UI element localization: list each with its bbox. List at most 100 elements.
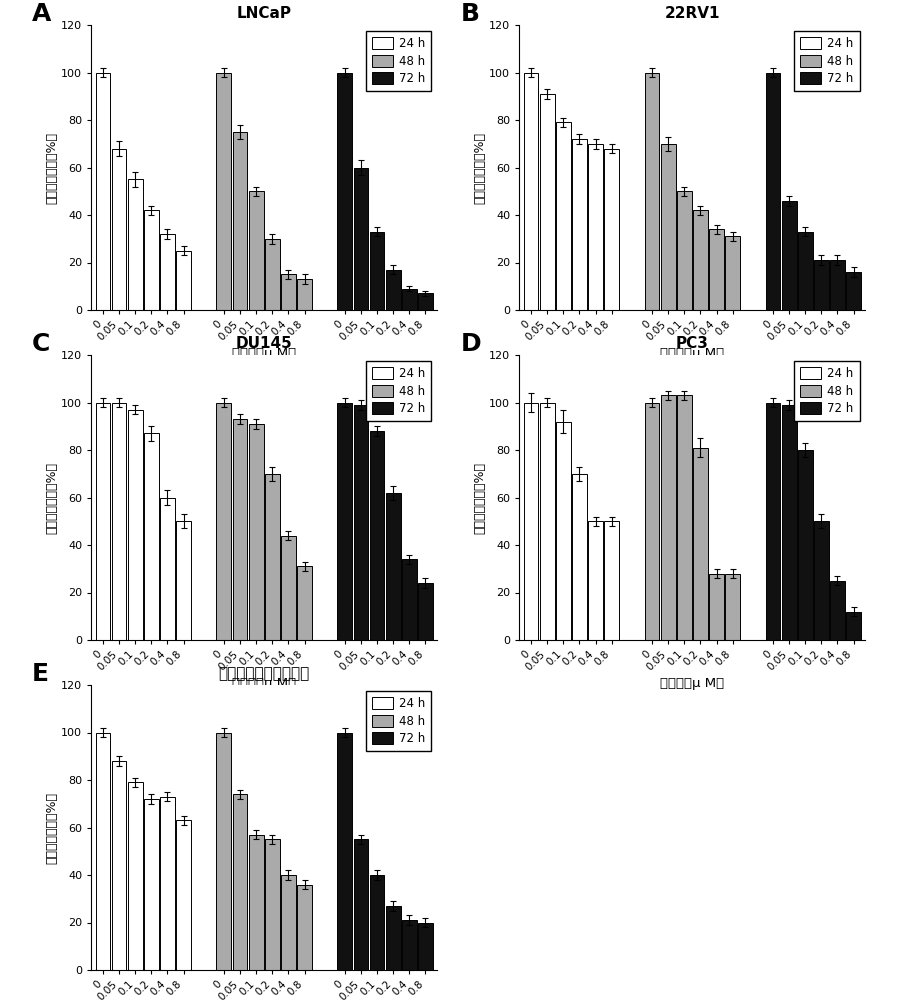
Y-axis label: 细胞增殖活性（%）: 细胞增殖活性（%） (46, 131, 58, 204)
Legend: 24 h, 48 h, 72 h: 24 h, 48 h, 72 h (366, 361, 432, 421)
Bar (604, 148, 619, 310)
Bar (524, 73, 538, 310)
Bar (765, 73, 781, 310)
Bar (814, 260, 829, 310)
Bar (830, 260, 844, 310)
Bar (660, 395, 676, 640)
Bar (297, 885, 312, 970)
Text: E: E (32, 662, 49, 686)
Bar (232, 132, 248, 310)
Legend: 24 h, 48 h, 72 h: 24 h, 48 h, 72 h (366, 691, 432, 751)
Text: D: D (460, 332, 481, 356)
Bar (830, 581, 844, 640)
Bar (337, 732, 353, 970)
Bar (782, 405, 796, 640)
Bar (96, 732, 110, 970)
Bar (144, 433, 159, 640)
Bar (281, 536, 296, 640)
Bar (160, 498, 175, 640)
Legend: 24 h, 48 h, 72 h: 24 h, 48 h, 72 h (366, 31, 432, 91)
Bar (798, 232, 813, 310)
Bar (660, 144, 676, 310)
X-axis label: 臭樗酱（μ M）: 臭樗酱（μ M） (660, 347, 724, 360)
Bar (556, 422, 570, 640)
Y-axis label: 细胞增殖活性（%）: 细胞增殖活性（%） (474, 131, 486, 204)
Bar (112, 148, 127, 310)
Bar (402, 920, 416, 970)
Bar (725, 574, 740, 640)
Bar (782, 201, 796, 310)
Bar (418, 922, 433, 970)
Bar (176, 251, 191, 310)
Legend: 24 h, 48 h, 72 h: 24 h, 48 h, 72 h (794, 361, 860, 421)
Bar (645, 73, 660, 310)
Bar (386, 270, 401, 310)
Bar (249, 191, 263, 310)
Title: 22RV1: 22RV1 (665, 6, 720, 21)
Bar (556, 122, 570, 310)
Legend: 24 h, 48 h, 72 h: 24 h, 48 h, 72 h (794, 31, 860, 91)
Bar (709, 229, 724, 310)
Bar (524, 403, 538, 640)
Bar (265, 839, 280, 970)
Bar (160, 234, 175, 310)
Bar (337, 73, 353, 310)
Bar (249, 835, 263, 970)
Bar (265, 239, 280, 310)
Bar (176, 820, 191, 970)
Bar (112, 761, 127, 970)
Bar (765, 403, 781, 640)
Bar (281, 274, 296, 310)
Bar (370, 232, 384, 310)
Bar (572, 139, 587, 310)
Bar (814, 521, 829, 640)
Bar (540, 403, 555, 640)
Bar (128, 410, 142, 640)
Bar (128, 782, 142, 970)
Bar (217, 732, 231, 970)
Bar (128, 179, 142, 310)
Bar (353, 405, 368, 640)
Bar (265, 474, 280, 640)
Bar (297, 279, 312, 310)
Bar (846, 272, 861, 310)
Bar (370, 431, 384, 640)
Bar (725, 236, 740, 310)
Bar (709, 574, 724, 640)
Bar (402, 289, 416, 310)
Title: DU145: DU145 (236, 336, 292, 351)
Bar (386, 906, 401, 970)
Bar (677, 395, 691, 640)
Bar (418, 293, 433, 310)
Title: LNCaP: LNCaP (237, 6, 292, 21)
Bar (604, 521, 619, 640)
Bar (572, 474, 587, 640)
Y-axis label: 细胞增殖活性（%）: 细胞增殖活性（%） (46, 462, 58, 534)
X-axis label: 臭樗酱（μ M）: 臭樗酱（μ M） (660, 677, 724, 690)
Bar (370, 875, 384, 970)
Title: PC3: PC3 (676, 336, 709, 351)
Bar (249, 424, 263, 640)
Bar (232, 794, 248, 970)
Bar (677, 191, 691, 310)
Bar (96, 403, 110, 640)
Bar (144, 799, 159, 970)
Bar (281, 875, 296, 970)
Title: 前列腺癌病人原代细胞: 前列腺癌病人原代细胞 (219, 666, 310, 681)
Bar (402, 559, 416, 640)
Bar (144, 210, 159, 310)
X-axis label: 臭樗酱（μ M）: 臭樗酱（μ M） (232, 677, 296, 690)
Bar (96, 73, 110, 310)
Bar (645, 403, 660, 640)
Bar (353, 167, 368, 310)
Bar (353, 839, 368, 970)
Bar (386, 493, 401, 640)
Y-axis label: 细胞增殖活性（%）: 细胞增殖活性（%） (474, 462, 486, 534)
Bar (798, 450, 813, 640)
Bar (693, 448, 708, 640)
Bar (693, 210, 708, 310)
X-axis label: 臭樗酱（μ M）: 臭樗酱（μ M） (232, 347, 296, 360)
Bar (297, 566, 312, 640)
Bar (176, 521, 191, 640)
Bar (232, 419, 248, 640)
